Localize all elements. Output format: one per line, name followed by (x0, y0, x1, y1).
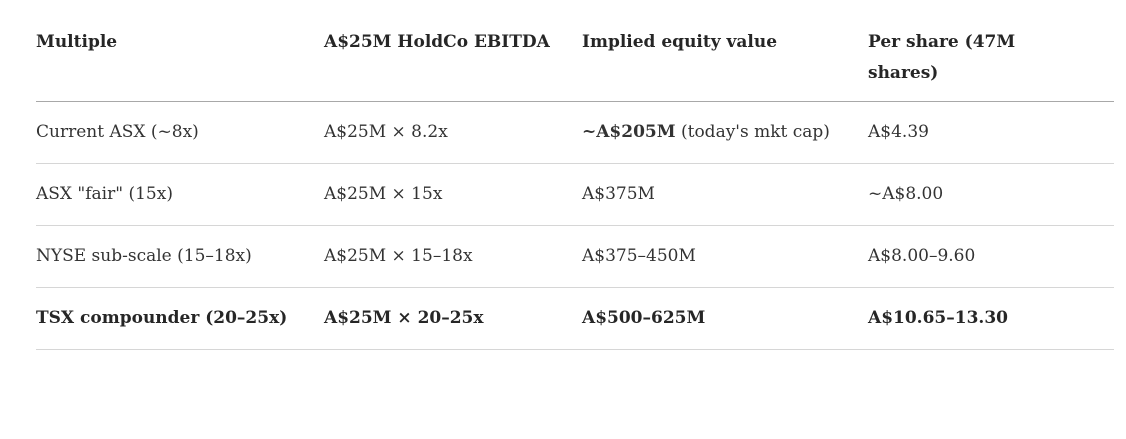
table-row: ASX "fair" (15x) A$25M × 15x A$375M ~A$8… (36, 163, 1114, 226)
table-row-highlighted: TSX compounder (20–25x) A$25M × 20–25x A… (36, 287, 1114, 350)
valuation-table-container: Multiple A$25M HoldCo EBITDA Implied equ… (36, 0, 1114, 350)
cell-multiple: TSX compounder (20–25x) (36, 287, 324, 350)
header-holdco-ebitda: A$25M HoldCo EBITDA (324, 0, 582, 102)
cell-per-share: A$10.65–13.30 (868, 287, 1114, 350)
valuation-table: Multiple A$25M HoldCo EBITDA Implied equ… (36, 0, 1114, 350)
cell-per-share: A$8.00–9.60 (868, 225, 1114, 288)
cell-ebitda: A$25M × 15–18x (324, 225, 582, 288)
table-row: Current ASX (~8x) A$25M × 8.2x ~A$205M (… (36, 101, 1114, 164)
cell-multiple: Current ASX (~8x) (36, 101, 324, 164)
cell-ebitda: A$25M × 8.2x (324, 101, 582, 164)
cell-ebitda: A$25M × 15x (324, 163, 582, 226)
cell-per-share: ~A$8.00 (868, 163, 1114, 226)
cell-equity-value: A$500–625M (582, 287, 868, 350)
cell-multiple: ASX "fair" (15x) (36, 163, 324, 226)
cell-equity-value: A$375M (582, 163, 868, 226)
equity-value-note: (today's mkt cap) (675, 122, 830, 142)
cell-equity-value: A$375–450M (582, 225, 868, 288)
header-implied-equity-value: Implied equity value (582, 0, 868, 102)
table-header-row: Multiple A$25M HoldCo EBITDA Implied equ… (36, 0, 1114, 102)
header-per-share: Per share (47M shares) (868, 0, 1114, 102)
cell-per-share: A$4.39 (868, 101, 1114, 164)
table-row: NYSE sub-scale (15–18x) A$25M × 15–18x A… (36, 225, 1114, 288)
cell-ebitda: A$25M × 20–25x (324, 287, 582, 350)
header-multiple: Multiple (36, 0, 324, 102)
cell-multiple: NYSE sub-scale (15–18x) (36, 225, 324, 288)
equity-value-emphasis: ~A$205M (582, 122, 676, 142)
cell-equity-value: ~A$205M (today's mkt cap) (582, 101, 868, 164)
